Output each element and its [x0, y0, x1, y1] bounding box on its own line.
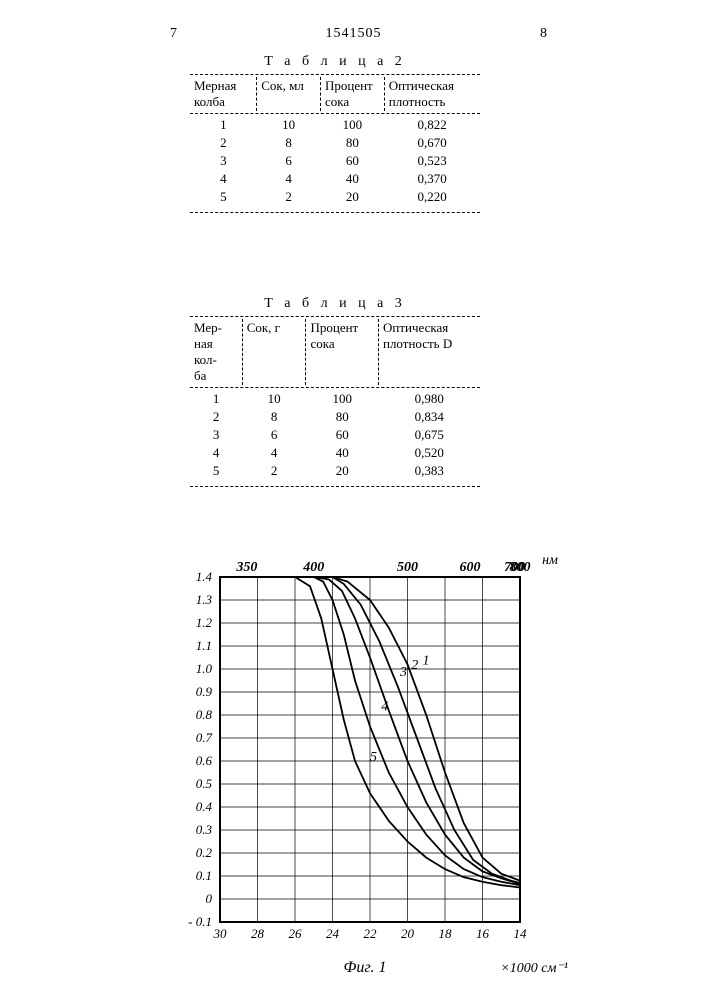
table-cell: 20	[306, 462, 379, 480]
table-cell: 8	[257, 134, 321, 152]
svg-text:600: 600	[459, 560, 480, 575]
chart-bottom-unit: ×1000 см⁻¹	[500, 960, 568, 977]
svg-text:5: 5	[370, 750, 377, 765]
table-3-col1: Сок, г	[242, 319, 306, 385]
table-cell: 6	[242, 426, 306, 444]
table-cell: 80	[320, 134, 384, 152]
table-3-col3: Оптическая плотность D	[378, 319, 480, 385]
table-3: Т а б л и ц а 3 Мер- ная кол- ба Сок, г …	[190, 290, 480, 489]
svg-text:1.1: 1.1	[196, 638, 212, 653]
table-cell: 2	[257, 188, 321, 206]
table-2-col1: Сок, мл	[257, 77, 321, 111]
table-cell: 0,822	[384, 116, 480, 134]
svg-text:0.1: 0.1	[196, 868, 212, 883]
table-cell: 60	[306, 426, 379, 444]
table-cell: 8	[242, 408, 306, 426]
table-cell: 40	[320, 170, 384, 188]
svg-text:18: 18	[439, 926, 453, 941]
svg-text:0: 0	[206, 891, 213, 906]
svg-text:16: 16	[476, 926, 490, 941]
table-cell: 20	[320, 188, 384, 206]
table-cell: 0,220	[384, 188, 480, 206]
table-cell: 0,383	[378, 462, 480, 480]
table-2-col2: Процент сока	[320, 77, 384, 111]
table-2-col3: Оптическая плотность	[384, 77, 480, 111]
svg-text:2: 2	[411, 658, 418, 673]
svg-text:1.2: 1.2	[196, 615, 213, 630]
table-cell: 6	[257, 152, 321, 170]
table-cell: 40	[306, 444, 379, 462]
table-2-body: 1101000,82228800,67036600,52344400,37052…	[190, 116, 480, 206]
table-cell: 5	[190, 462, 242, 480]
svg-text:20: 20	[401, 926, 415, 941]
table-cell: 0,523	[384, 152, 480, 170]
table-3-col0: Мер- ная кол- ба	[190, 319, 242, 385]
svg-text:1: 1	[423, 653, 430, 668]
table-cell: 3	[190, 152, 257, 170]
svg-text:30: 30	[213, 926, 228, 941]
svg-text:22: 22	[364, 926, 378, 941]
svg-text:3: 3	[399, 665, 407, 680]
svg-text:0.7: 0.7	[196, 730, 213, 745]
table-3-col2: Процент сока	[306, 319, 379, 385]
table-3-title: Т а б л и ц а 3	[190, 296, 480, 312]
table-2: Т а б л и ц а 2 Мерная колба Сок, мл Про…	[190, 48, 480, 215]
svg-text:0.3: 0.3	[196, 822, 213, 837]
svg-text:- 0.1: - 0.1	[188, 914, 212, 929]
table-cell: 4	[257, 170, 321, 188]
svg-text:0.6: 0.6	[196, 753, 213, 768]
svg-text:28: 28	[251, 926, 265, 941]
table-cell: 0,980	[378, 390, 480, 408]
chart-svg: - 0.1 0 0.1 0.2 0.3 0.4 0.5 0.6 0.7 0.8 0.9 1.0 1.1 1…	[150, 555, 580, 950]
table-2-col0: Мерная колба	[190, 77, 257, 111]
table-2-head: Мерная колба Сок, мл Процент сока Оптиче…	[190, 77, 480, 111]
table-cell: 0,670	[384, 134, 480, 152]
table-cell: 4	[190, 170, 257, 188]
table-cell: 4	[190, 444, 242, 462]
table-cell: 100	[306, 390, 379, 408]
svg-text:0.2: 0.2	[196, 845, 213, 860]
svg-text:0.4: 0.4	[196, 799, 213, 814]
table-cell: 4	[242, 444, 306, 462]
svg-text:0.8: 0.8	[196, 707, 213, 722]
table-cell: 1	[190, 390, 242, 408]
table-cell: 80	[306, 408, 379, 426]
svg-text:400: 400	[302, 560, 324, 575]
svg-text:1.0: 1.0	[196, 661, 213, 676]
table-cell: 0,675	[378, 426, 480, 444]
svg-text:0.5: 0.5	[196, 776, 213, 791]
table-3-head: Мер- ная кол- ба Сок, г Процент сока Опт…	[190, 319, 480, 385]
svg-text:1.4: 1.4	[196, 569, 213, 584]
svg-text:14: 14	[514, 926, 528, 941]
svg-text:1.3: 1.3	[196, 592, 213, 607]
table-cell: 2	[190, 408, 242, 426]
table-cell: 100	[320, 116, 384, 134]
svg-text:350: 350	[235, 560, 257, 575]
chart-caption: Фиг. 1	[344, 959, 387, 977]
table-2-title: Т а б л и ц а 2	[190, 54, 480, 70]
document-id: 1541505	[326, 26, 382, 42]
svg-text:4: 4	[381, 699, 388, 714]
table-cell: 10	[257, 116, 321, 134]
svg-text:500: 500	[397, 560, 418, 575]
svg-text:0.9: 0.9	[196, 684, 213, 699]
chart-top-unit: нм	[542, 553, 558, 569]
spectral-chart: нм - 0.1 0 0.1 0.2 0.3 0.4 0.5 0.6 0.7 0.8 0.9 1.0 1…	[150, 555, 580, 975]
page-number-right: 8	[540, 26, 547, 42]
table-cell: 2	[242, 462, 306, 480]
table-3-body: 1101000,98028800,83436600,67544400,52052…	[190, 390, 480, 480]
page-number-left: 7	[170, 26, 177, 42]
svg-text:26: 26	[289, 926, 303, 941]
table-cell: 5	[190, 188, 257, 206]
svg-text:24: 24	[326, 926, 340, 941]
table-cell: 0,370	[384, 170, 480, 188]
table-cell: 0,834	[378, 408, 480, 426]
table-cell: 0,520	[378, 444, 480, 462]
table-cell: 3	[190, 426, 242, 444]
table-cell: 60	[320, 152, 384, 170]
table-cell: 1	[190, 116, 257, 134]
table-cell: 10	[242, 390, 306, 408]
table-cell: 2	[190, 134, 257, 152]
svg-text:800: 800	[510, 560, 531, 575]
